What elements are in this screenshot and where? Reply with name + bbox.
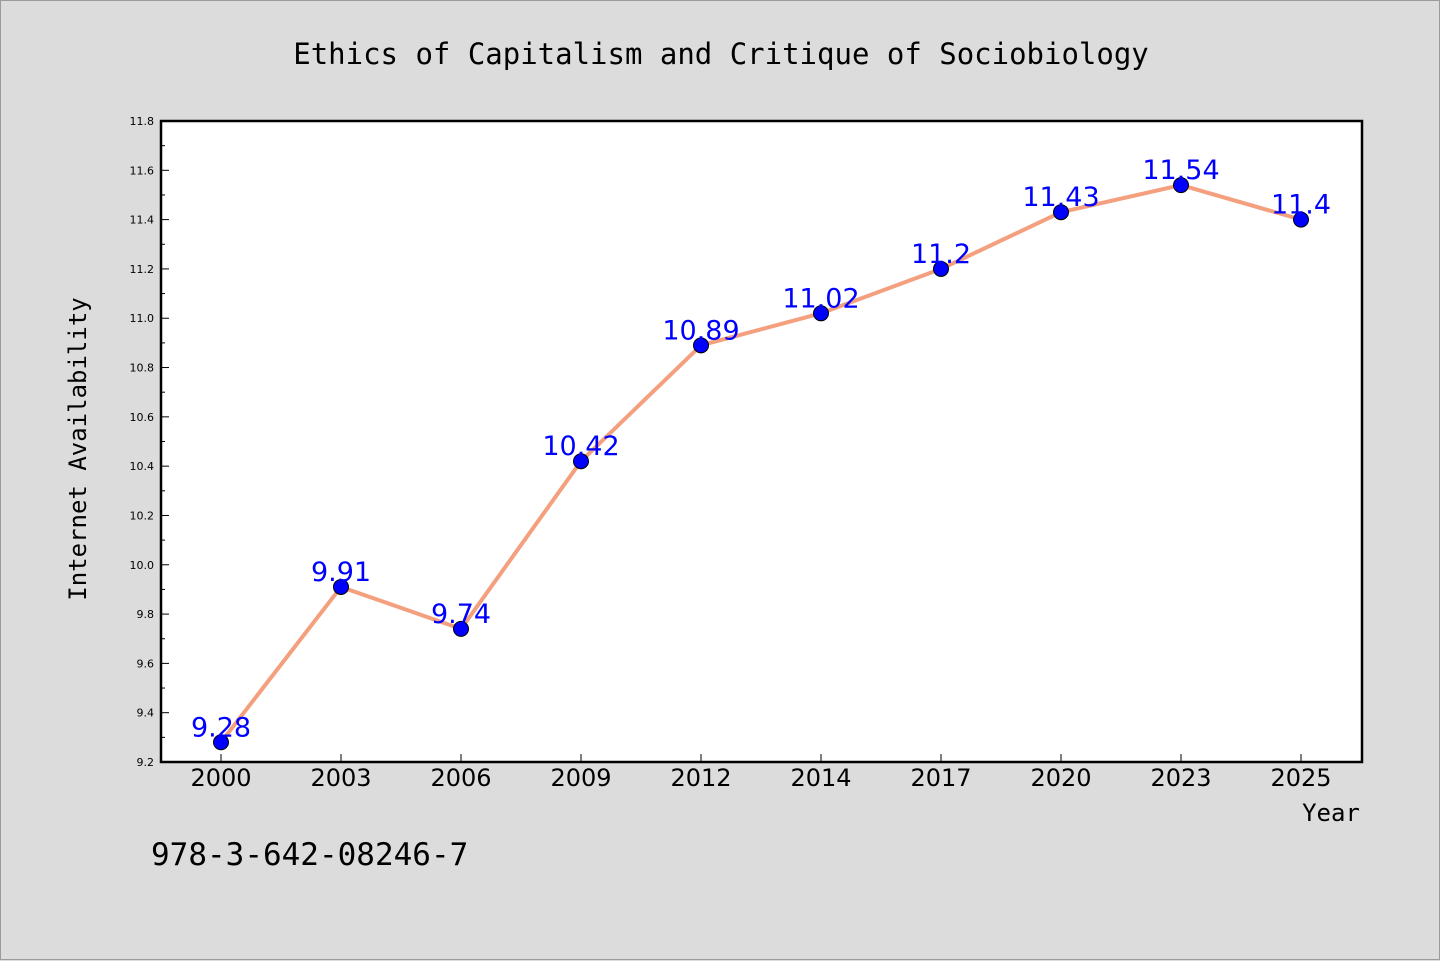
y-tick-label: 11.6 [130,164,155,177]
y-tick-label: 11.4 [130,214,155,227]
data-point [333,578,349,595]
y-axis-label: Internet Availability [64,297,92,600]
data-point [1173,177,1189,194]
data-label: 9.91 [311,557,371,588]
y-tick-label: 9.6 [137,657,155,670]
y-tick-label: 10.2 [130,509,155,522]
y-tick-label: 11.8 [130,115,155,128]
data-point [933,260,949,277]
x-tick-label: 2025 [1270,764,1331,792]
data-point [1053,204,1069,221]
data-label: 11.4 [1271,190,1331,221]
x-tick-label: 2009 [550,764,611,792]
y-tick-label: 11.2 [130,263,155,276]
data-point [573,453,589,470]
axis-ticks: 9.2 9.4 9.6 9.8 10.0 10.2 10.4 10.6 10.8 11.0 11.2… [130,115,1332,792]
x-axis-label: Year [1302,799,1360,827]
data-point [453,620,469,637]
x-tick-label: 2012 [670,764,731,792]
data-label: 11.02 [782,283,859,314]
x-tick-label: 2003 [310,764,371,792]
x-tick-label: 2014 [790,764,851,792]
x-tick-label: 2017 [910,764,971,792]
data-label: 11.2 [911,239,971,270]
data-label: 10.89 [662,315,739,346]
plot-frame [159,119,1364,764]
series-line [219,183,1303,745]
y-tick-label: 9.4 [137,707,155,720]
y-tick-label: 11.0 [130,312,155,325]
plot-area [161,121,1362,762]
data-label: 9.74 [431,599,491,630]
data-label: 11.54 [1142,155,1219,186]
x-tick-label: 2020 [1030,764,1091,792]
data-label: 9.28 [191,712,251,743]
x-tick-label: 2006 [430,764,491,792]
data-point [693,337,709,354]
y-tick-label: 9.8 [137,608,155,621]
data-point [1293,211,1309,228]
data-point [213,734,229,751]
series-layer: 9.28 9.91 9.74 10.42 10.89 11.02 11.2 11.43 11.5… [191,155,1331,751]
chart-title: Ethics of Capitalism and Critique of Soc… [293,37,1149,71]
x-tick-label: 2023 [1150,764,1211,792]
data-label: 10.42 [542,431,619,462]
x-tick-label: 2000 [190,764,251,792]
data-label: 11.43 [1022,182,1099,213]
y-tick-label: 9.2 [137,756,155,769]
y-tick-label: 10.6 [130,411,155,424]
y-tick-label: 10.0 [130,559,155,572]
isbn-text: 978-3-642-08246-7 [151,837,468,873]
y-tick-label: 10.8 [130,362,155,375]
data-point [813,305,829,322]
y-tick-label: 10.4 [130,460,155,473]
